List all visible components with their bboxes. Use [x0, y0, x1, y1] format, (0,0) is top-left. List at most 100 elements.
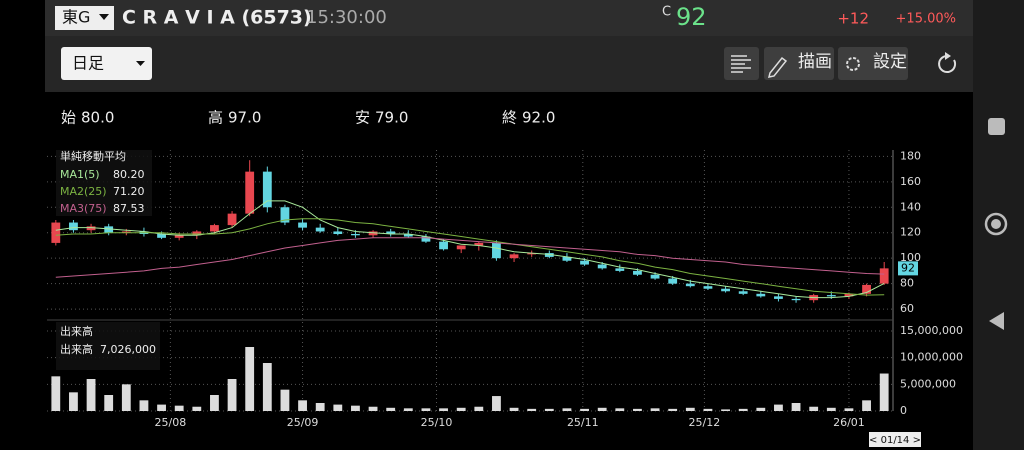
candle-body — [403, 234, 413, 237]
stock-name: C R A V I A (6573) — [122, 7, 312, 29]
volume-bar — [245, 347, 255, 411]
y-tick-label: 160 — [900, 175, 921, 188]
legend-box — [56, 150, 152, 216]
legend-title: 単純移動平均 — [60, 149, 126, 163]
x-tick-label: 25/08 — [155, 416, 187, 429]
ohlc-label: 安 — [355, 109, 370, 127]
price-tag — [898, 261, 918, 276]
volume-box — [56, 322, 160, 370]
settings-button[interactable] — [838, 47, 908, 80]
candle-body — [580, 260, 589, 265]
volume-bar — [615, 408, 625, 411]
volume-bar — [544, 408, 554, 411]
candle-body — [157, 234, 166, 238]
volume-bar — [86, 379, 96, 411]
x-tick-label: 25/11 — [567, 416, 599, 429]
volume-bar — [474, 406, 484, 411]
candle-body — [615, 268, 625, 271]
volume-bar — [192, 406, 202, 411]
period-select[interactable] — [61, 47, 152, 80]
y-tick-label: 80 — [900, 277, 914, 290]
volume-title: 出来高 — [60, 324, 93, 338]
candle-body — [280, 207, 290, 223]
period: 日足 — [72, 54, 104, 73]
candle-body — [826, 295, 836, 297]
candle-body — [439, 241, 448, 250]
volume-bar — [333, 404, 343, 411]
volume-bar — [351, 405, 360, 411]
candle-body — [562, 256, 572, 261]
candle-body — [51, 222, 61, 243]
volume-bar — [738, 408, 748, 411]
recent-button[interactable] — [988, 118, 1005, 135]
legend-name: MA2(25) — [60, 185, 107, 198]
home-button[interactable] — [984, 212, 1008, 236]
legend-name: MA1(5) — [60, 168, 100, 181]
candle-body — [527, 253, 537, 255]
cursor-label: < 01/14 > — [869, 435, 921, 446]
volume-tick-label: 10,000,000 — [900, 351, 963, 364]
candle-body — [298, 222, 307, 228]
back-button[interactable] — [989, 312, 1004, 330]
volume-bar — [456, 407, 466, 411]
candle-body — [351, 234, 360, 236]
candle-body — [685, 283, 695, 287]
volume-value: 7,026,000 — [100, 343, 156, 356]
gear-icon — [846, 57, 860, 71]
home-button-dot — [991, 219, 1001, 229]
candle-body — [245, 171, 255, 214]
draw-button[interactable] — [764, 47, 834, 80]
candle-body — [756, 293, 766, 297]
volume-bar — [879, 373, 889, 411]
candle-body — [474, 242, 484, 246]
volume-bar — [439, 408, 448, 411]
legend-value: 71.20 — [113, 185, 145, 198]
top-bar — [45, 0, 973, 36]
volume-bar — [844, 408, 854, 411]
y-tick-label: 100 — [900, 251, 921, 264]
candle-body — [421, 236, 431, 242]
ohlc-value: 92.0 — [522, 109, 555, 127]
volume-bar — [157, 404, 166, 411]
x-tick-label: 26/01 — [833, 416, 865, 429]
volume-bar — [527, 408, 537, 411]
candle-body — [69, 222, 78, 231]
volume-bar — [721, 409, 730, 411]
candle-body — [333, 231, 343, 234]
volume-bar — [104, 395, 114, 411]
y-tick-label: 120 — [900, 226, 921, 239]
y-tick-label: 140 — [900, 200, 921, 213]
volume-bar — [421, 408, 431, 411]
ohlc-value: 79.0 — [375, 109, 408, 127]
volume-tick-label: 15,000,000 — [900, 324, 963, 337]
change: +12 — [837, 10, 869, 28]
ohlc-value: 80.0 — [81, 109, 114, 127]
y-tick-label: 180 — [900, 149, 921, 162]
candle-body — [456, 245, 466, 250]
candle-body — [597, 264, 607, 269]
candle-body — [386, 231, 396, 234]
volume-bar — [862, 400, 871, 411]
volume-bar — [562, 408, 572, 411]
chart: 60 80 100 120 140 160 180 0 5,000,000 10,000,000 1… — [47, 149, 963, 447]
volume-bar — [809, 406, 819, 411]
volume-bar — [210, 395, 219, 411]
candle-body — [174, 235, 184, 238]
refresh-icon[interactable] — [938, 55, 957, 73]
candle-body — [210, 225, 219, 232]
volume-bar — [668, 408, 678, 411]
candle-body — [368, 231, 378, 236]
cursor-box — [869, 432, 921, 447]
volume-bar — [51, 376, 61, 411]
volume-bar — [791, 403, 801, 411]
ma-line — [55, 237, 885, 278]
candle-body — [227, 213, 237, 226]
legend-value: 80.20 — [113, 168, 145, 181]
ma-line — [55, 200, 885, 299]
y-tick-label: 60 — [900, 302, 914, 315]
candle-body — [703, 286, 713, 289]
volume-bar — [386, 407, 396, 411]
candle-body — [262, 171, 272, 208]
legend-name: MA3(75) — [60, 202, 107, 215]
candle-body — [509, 254, 519, 259]
